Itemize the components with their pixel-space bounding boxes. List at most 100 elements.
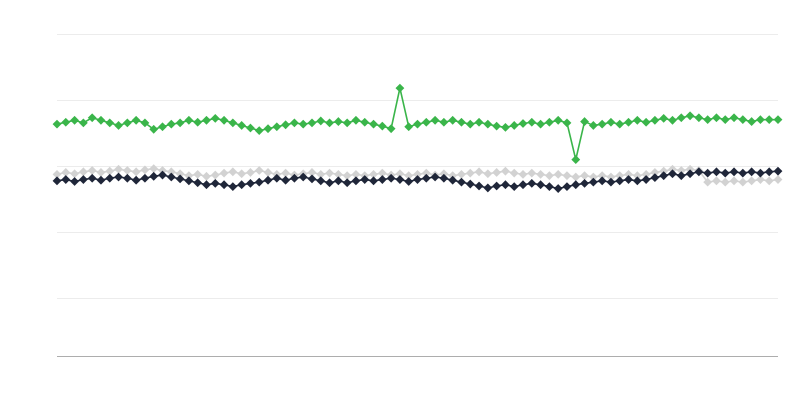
series-green-marker bbox=[184, 115, 194, 125]
series-green-marker bbox=[70, 115, 79, 125]
series-green-marker bbox=[650, 115, 660, 125]
series-grey-marker bbox=[333, 169, 343, 179]
series-green-marker bbox=[263, 124, 273, 134]
series-green-marker bbox=[360, 117, 370, 127]
series-green-marker bbox=[325, 118, 334, 128]
series-navy-marker bbox=[237, 180, 247, 190]
series-navy-marker bbox=[96, 175, 106, 185]
series-grey-marker bbox=[668, 164, 677, 174]
series-green-marker bbox=[202, 115, 211, 125]
series-green-marker bbox=[641, 117, 651, 127]
series-grey-marker bbox=[738, 177, 748, 187]
series-grey-marker bbox=[720, 177, 730, 187]
series-grey-marker bbox=[96, 168, 106, 177]
series-navy-marker bbox=[298, 172, 308, 182]
series-navy-marker bbox=[588, 177, 598, 187]
series-navy-marker bbox=[448, 175, 458, 185]
series-grey-marker bbox=[395, 169, 405, 179]
series-grey-marker bbox=[377, 168, 387, 178]
series-navy-marker bbox=[509, 182, 519, 192]
series-green-marker bbox=[773, 115, 783, 125]
series-navy-marker bbox=[290, 173, 299, 183]
series-grey-marker bbox=[492, 168, 502, 177]
series-green-marker bbox=[703, 115, 713, 125]
series-green-marker bbox=[615, 119, 625, 129]
series-green-marker bbox=[96, 115, 106, 125]
series-green-marker bbox=[298, 119, 308, 129]
series-green-marker bbox=[114, 121, 123, 130]
series-layer bbox=[52, 83, 783, 193]
series-grey-marker bbox=[703, 177, 713, 187]
series-green-marker bbox=[272, 122, 282, 132]
series-navy-marker bbox=[720, 168, 730, 178]
series-grey-marker bbox=[474, 167, 484, 177]
series-navy-marker bbox=[105, 173, 115, 183]
series-navy-marker bbox=[254, 177, 264, 187]
series-grey-marker bbox=[518, 169, 528, 179]
series-navy-marker bbox=[562, 182, 572, 192]
series-grey-marker bbox=[149, 164, 159, 173]
series-grey-marker bbox=[553, 169, 563, 179]
series-grey-marker bbox=[131, 167, 141, 177]
series-navy-marker bbox=[465, 179, 475, 189]
series-grey-marker bbox=[316, 169, 326, 179]
series-grey-marker bbox=[166, 167, 176, 177]
series-green-marker bbox=[105, 118, 115, 128]
series-green-marker bbox=[342, 118, 352, 128]
series-green-marker bbox=[465, 119, 475, 129]
series-navy-marker bbox=[360, 175, 370, 184]
series-green-marker bbox=[369, 119, 378, 129]
series-grey-marker bbox=[281, 168, 291, 178]
series-grey-marker bbox=[588, 172, 598, 182]
series-grey-marker bbox=[307, 168, 317, 177]
series-grey-marker bbox=[509, 168, 519, 178]
series-navy-marker bbox=[228, 182, 238, 192]
series-green-marker bbox=[536, 119, 545, 129]
series-green-marker bbox=[694, 113, 704, 123]
series-navy-marker bbox=[307, 174, 317, 184]
series-green bbox=[52, 83, 783, 164]
series-grey-marker bbox=[140, 165, 150, 175]
series-grey-marker bbox=[122, 166, 132, 175]
series-grey-marker bbox=[228, 167, 238, 177]
series-grey-marker bbox=[237, 169, 247, 179]
series-green-marker bbox=[158, 122, 167, 132]
series-navy-marker bbox=[202, 180, 211, 190]
series-green-marker bbox=[131, 115, 141, 125]
series-grey-marker bbox=[747, 176, 757, 186]
series-green-marker bbox=[404, 122, 414, 132]
series-navy-marker bbox=[351, 176, 361, 186]
series-green-marker bbox=[527, 117, 537, 127]
series-navy-marker bbox=[474, 181, 484, 191]
series-grey-marker bbox=[641, 169, 651, 179]
series-green-marker bbox=[509, 121, 519, 130]
series-green-marker bbox=[747, 117, 757, 126]
series-navy-marker bbox=[316, 176, 326, 186]
series-green-marker bbox=[668, 115, 677, 125]
series-green-marker bbox=[606, 117, 616, 127]
series-navy-marker bbox=[668, 169, 677, 179]
series-navy-marker bbox=[413, 175, 422, 184]
series-green-marker bbox=[149, 124, 159, 134]
series-navy-marker bbox=[210, 179, 220, 188]
series-navy-marker bbox=[52, 176, 62, 186]
series-navy-marker bbox=[694, 167, 704, 177]
series-green-marker bbox=[122, 118, 132, 128]
series-navy-marker bbox=[483, 183, 493, 193]
series-grey-marker bbox=[536, 169, 545, 179]
series-grey-marker bbox=[632, 171, 642, 181]
series-grey-marker bbox=[78, 167, 88, 177]
series-green-marker bbox=[764, 115, 774, 125]
series-grey-marker bbox=[571, 172, 581, 182]
series-green-marker bbox=[228, 118, 238, 128]
series-grey-marker bbox=[175, 169, 185, 179]
series-navy-marker bbox=[386, 173, 396, 183]
series-grey-marker bbox=[246, 168, 255, 177]
series-navy-marker bbox=[149, 171, 159, 181]
series-navy-marker bbox=[131, 175, 141, 185]
series-grey-marker bbox=[457, 169, 466, 179]
series-grey-marker bbox=[544, 171, 554, 181]
series-green-marker bbox=[624, 117, 633, 127]
